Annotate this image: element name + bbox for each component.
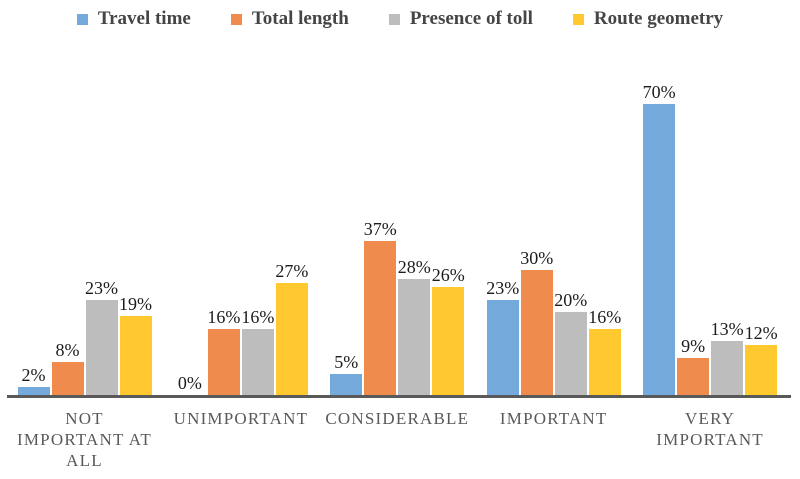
category-label-important: IMPORTANT [500, 408, 608, 429]
legend-label: Presence of toll [409, 8, 533, 29]
category-label-line: NOT [65, 409, 104, 428]
value-label-total-length-not-important-at-all: 8% [55, 340, 80, 360]
value-label-presence-of-toll-considerable: 28% [397, 257, 431, 277]
value-label-travel-time-unimportant: 0% [177, 373, 202, 393]
bar-presence-of-toll-very-important [711, 341, 744, 395]
legend-label: Travel time [97, 8, 191, 29]
bar-presence-of-toll-unimportant [241, 329, 274, 395]
legend-swatch-icon [230, 13, 242, 25]
bar-route-geometry-important [588, 329, 621, 395]
value-label-route-geometry-considerable: 26% [431, 265, 465, 285]
bar-travel-time-considerable [330, 374, 363, 395]
bar-total-length-unimportant [207, 329, 240, 395]
value-label-travel-time-important: 23% [486, 278, 520, 298]
value-label-route-geometry-important: 16% [588, 307, 622, 327]
value-label-presence-of-toll-very-important: 13% [710, 319, 744, 339]
value-label-travel-time-considerable: 5% [334, 352, 359, 372]
category-label-line: IMPORTANT AT [17, 430, 152, 449]
bar-presence-of-toll-considerable [398, 279, 431, 395]
legend-swatch-icon [572, 13, 584, 25]
category-label-very-important: VERY IMPORTANT [656, 408, 764, 450]
value-label-total-length-important: 30% [520, 248, 554, 268]
value-label-route-geometry-not-important-at-all: 19% [119, 294, 152, 314]
legend-label: Route geometry [593, 8, 724, 29]
category-label-line: ALL [66, 451, 103, 470]
legend-item-route-geometry: Route geometry [572, 8, 724, 30]
bar-travel-time-important [486, 300, 519, 395]
legend-item-presence-of-toll: Presence of toll [388, 8, 533, 30]
value-label-travel-time-very-important: 70% [642, 82, 676, 102]
category-label-unimportant: UNIMPORTANT [174, 408, 309, 429]
legend-item-travel-time: Travel time [76, 8, 191, 30]
x-axis-line [7, 395, 791, 398]
value-label-route-geometry-unimportant: 27% [275, 261, 309, 281]
legend-swatch-icon [388, 13, 400, 25]
category-label-line: CONSIDERABLE [325, 409, 470, 428]
bar-total-length-not-important-at-all [51, 362, 84, 395]
value-label-total-length-unimportant: 16% [207, 307, 241, 327]
bar-route-geometry-very-important [745, 345, 778, 395]
bar-route-geometry-not-important-at-all [119, 316, 152, 395]
value-label-presence-of-toll-important: 20% [554, 290, 588, 310]
bar-presence-of-toll-not-important-at-all [85, 300, 118, 395]
legend-label: Total length [251, 8, 349, 29]
bar-total-length-considerable [364, 241, 397, 395]
category-label-considerable: CONSIDERABLE [325, 408, 469, 429]
bar-route-geometry-unimportant [275, 283, 308, 395]
value-label-route-geometry-very-important: 12% [744, 323, 778, 343]
bar-total-length-important [520, 270, 553, 395]
category-label-line: IMPORTANT [656, 430, 764, 449]
legend-swatch-icon [76, 13, 88, 25]
legend-item-total-length: Total length [230, 8, 349, 30]
bar-travel-time-very-important [643, 104, 676, 395]
bar-presence-of-toll-important [554, 312, 587, 395]
bar-total-length-very-important [677, 358, 710, 395]
bar-travel-time-not-important-at-all [17, 387, 50, 395]
value-label-presence-of-toll-unimportant: 16% [241, 307, 275, 327]
chart-legend: Travel time Total length Presence of toll R… [0, 6, 800, 32]
category-label-line: VERY [685, 409, 736, 428]
category-label-line: UNIMPORTANT [173, 409, 309, 428]
category-label-line: IMPORTANT [499, 409, 608, 428]
value-label-travel-time-not-important-at-all: 2% [21, 365, 46, 385]
category-label-not-important-at-all: NOT IMPORTANT AT ALL [17, 408, 152, 471]
value-label-total-length-considerable: 37% [363, 219, 397, 239]
value-label-presence-of-toll-not-important-at-all: 23% [85, 278, 118, 298]
value-label-total-length-very-important: 9% [681, 336, 706, 356]
bar-route-geometry-considerable [432, 287, 465, 395]
